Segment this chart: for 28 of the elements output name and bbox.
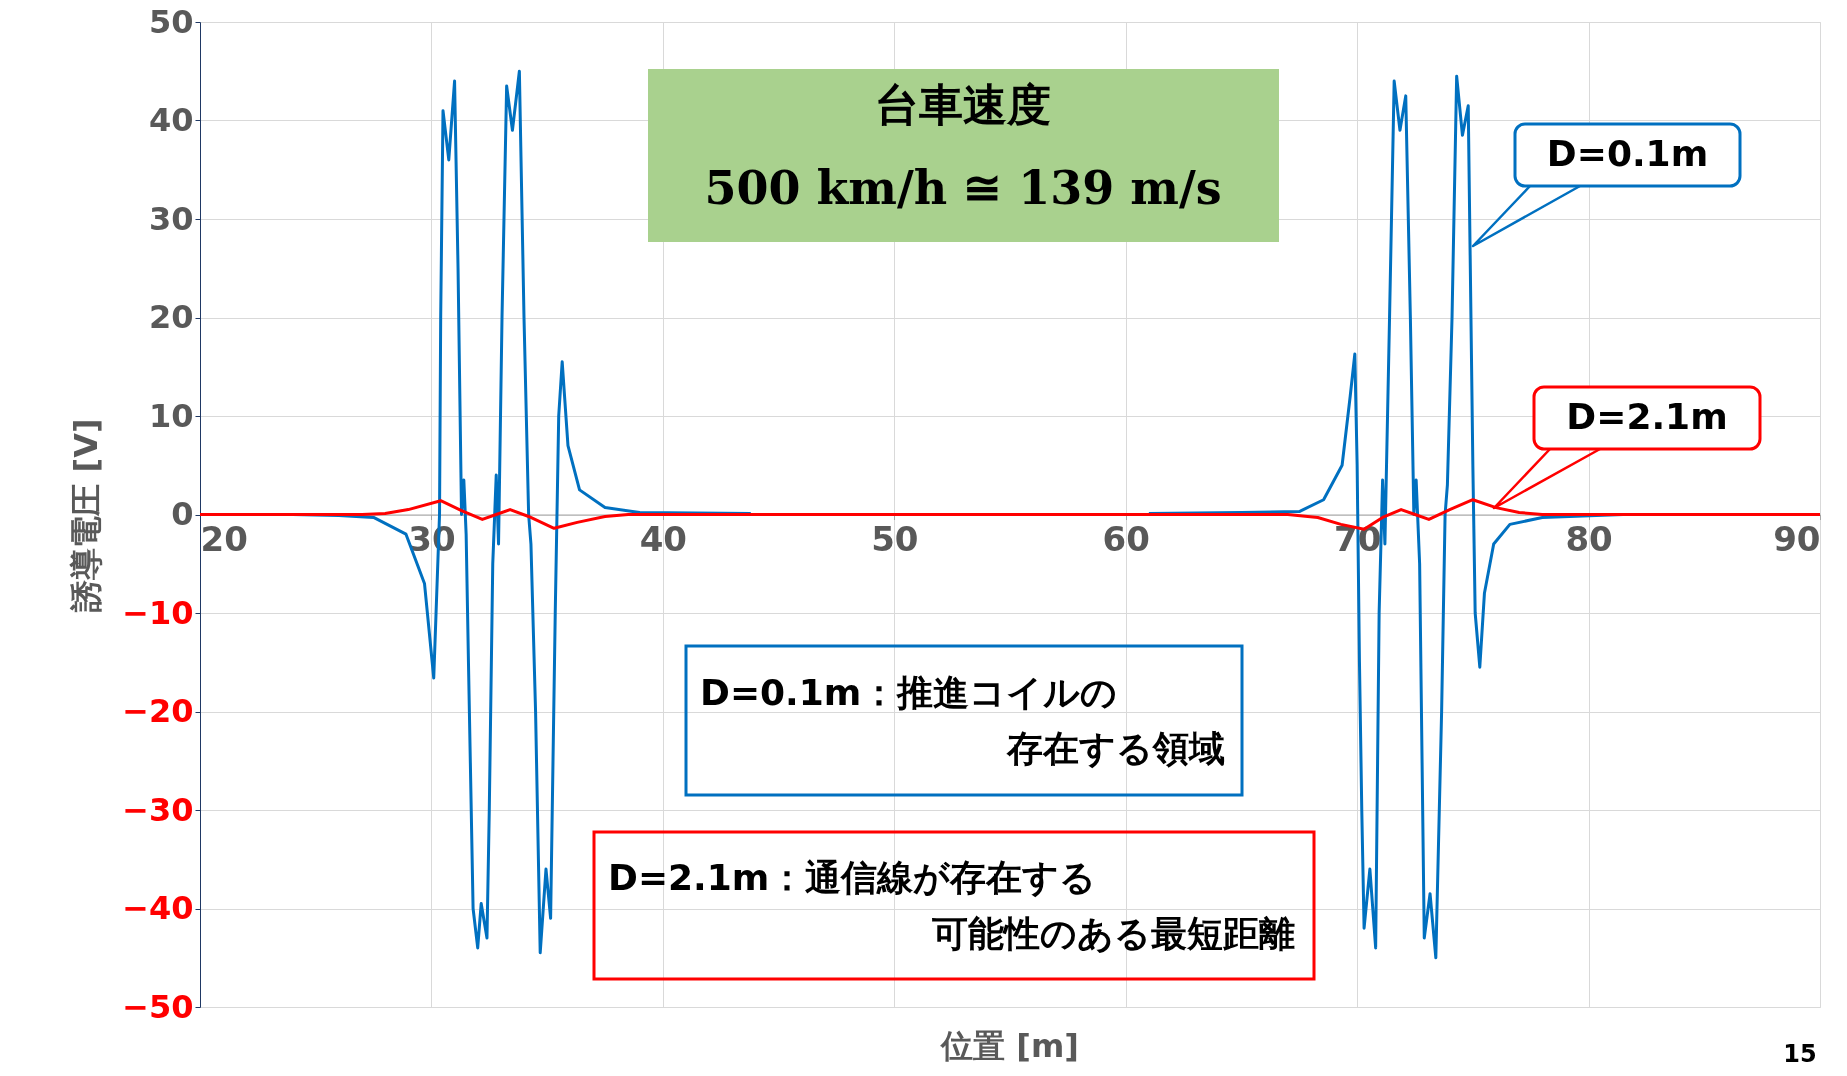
annotation: 存在する領域 [1006, 728, 1225, 769]
x-axis-title: 位置 [m] [940, 1027, 1079, 1065]
annotation: D=2.1m：通信線が存在する [608, 857, 1097, 898]
y-tick-label: 0 [171, 495, 194, 533]
x-tick-label: 80 [1565, 519, 1613, 559]
y-tick-label: −40 [122, 889, 194, 927]
y-axis-title: 誘導電圧 [V] [67, 418, 106, 613]
y-tick-label: 30 [148, 199, 194, 238]
x-tick-label: 40 [639, 519, 688, 559]
text: D=2.1m [1566, 396, 1728, 437]
x-tick-label: 90 [1773, 519, 1821, 559]
x-tick-label: 20 [200, 519, 248, 559]
y-tick-label: −10 [122, 593, 194, 632]
x-tick-label: 50 [871, 519, 919, 559]
annotation: 可能性のある最短距離 [932, 913, 1295, 954]
annotation: D=0.1m：推進コイルの [700, 672, 1118, 713]
y-tick-label: 50 [148, 2, 194, 41]
y-tick-label: 40 [148, 101, 194, 139]
y-tick-label: −20 [122, 692, 194, 730]
text: D=0.1m [1546, 133, 1709, 174]
x-tick-label: 60 [1102, 519, 1150, 559]
y-tick-label: 10 [148, 396, 194, 435]
y-tick-label: −50 [122, 987, 194, 1026]
annotation: 500 km/h ≅ 139 m/s [704, 161, 1222, 215]
annotation: 台車速度 [875, 79, 1051, 130]
y-tick-label: −30 [122, 790, 194, 829]
text: 15 [1783, 1040, 1817, 1068]
y-tick-label: 20 [148, 298, 194, 336]
